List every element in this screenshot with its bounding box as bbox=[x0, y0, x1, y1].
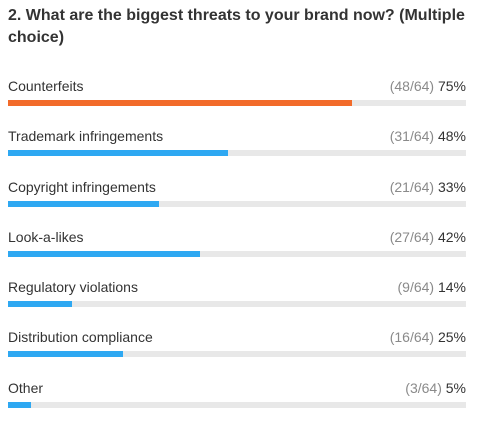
percent-label: 5% bbox=[445, 379, 466, 396]
option-stat: (3/64) 5% bbox=[405, 379, 466, 397]
option-stat: (48/64) 75% bbox=[390, 77, 466, 95]
result-row: Copyright infringements (21/64) 33% bbox=[8, 178, 466, 228]
vote-count-label: (31/64) bbox=[389, 128, 435, 145]
question-title: 2. What are the biggest threats to your … bbox=[8, 7, 465, 46]
percent-label: 42% bbox=[437, 228, 466, 245]
percent-label: 14% bbox=[437, 279, 466, 296]
bar-track bbox=[8, 150, 466, 157]
percent-label: 25% bbox=[437, 329, 466, 346]
bar-track bbox=[8, 200, 466, 207]
bar-track bbox=[8, 401, 466, 408]
vote-count-label: (3/64) bbox=[405, 379, 442, 396]
percent-label: 75% bbox=[437, 78, 466, 94]
option-stat: (21/64) 33% bbox=[390, 178, 466, 196]
bar-fill bbox=[8, 250, 201, 257]
poll-results-panel: 2. What are the biggest threats to your … bbox=[8, 7, 466, 408]
result-row: Regulatory violations (9/64) 14% bbox=[8, 278, 466, 328]
bar-fill bbox=[8, 401, 31, 408]
bar-track bbox=[8, 301, 466, 308]
results-list: Counterfeits (48/64) 75% Trademark infring… bbox=[8, 77, 466, 429]
vote-count-label: (27/64) bbox=[389, 228, 435, 245]
option-stat: (31/64) 48% bbox=[390, 127, 466, 145]
bar-fill bbox=[8, 100, 352, 106]
option-label: Look-a-likes bbox=[8, 228, 84, 245]
result-row: Counterfeits (48/64) 75% bbox=[8, 77, 466, 127]
result-row: Look-a-likes (27/64) 42% bbox=[8, 228, 466, 278]
bar-track bbox=[8, 250, 466, 257]
bar-track bbox=[8, 100, 466, 106]
bar-fill bbox=[8, 200, 160, 207]
option-stat: (16/64) 25% bbox=[390, 328, 466, 346]
percent-label: 48% bbox=[437, 128, 466, 145]
option-label: Regulatory violations bbox=[8, 279, 138, 296]
option-label: Trademark infringements bbox=[8, 128, 164, 145]
option-label: Counterfeits bbox=[8, 78, 84, 94]
result-row: Trademark infringements (31/64) 48% bbox=[8, 127, 466, 177]
bar-fill bbox=[8, 150, 228, 157]
vote-count-label: (48/64) bbox=[389, 78, 435, 94]
option-stat: (27/64) 42% bbox=[390, 228, 466, 246]
vote-count-label: (9/64) bbox=[397, 279, 435, 296]
option-label: Distribution compliance bbox=[8, 329, 153, 346]
bar-track bbox=[8, 351, 466, 358]
bar-fill bbox=[8, 351, 123, 358]
option-label: Other bbox=[8, 379, 44, 396]
option-stat: (9/64) 14% bbox=[398, 278, 467, 296]
bar-fill bbox=[8, 301, 73, 308]
vote-count-label: (21/64) bbox=[389, 178, 435, 195]
option-label: Copyright infringements bbox=[8, 178, 156, 195]
result-row: Distribution compliance (16/64) 25% bbox=[8, 328, 466, 378]
percent-label: 33% bbox=[437, 178, 466, 195]
result-row: Other (3/64) 5% bbox=[8, 379, 466, 429]
vote-count-label: (16/64) bbox=[389, 329, 435, 346]
